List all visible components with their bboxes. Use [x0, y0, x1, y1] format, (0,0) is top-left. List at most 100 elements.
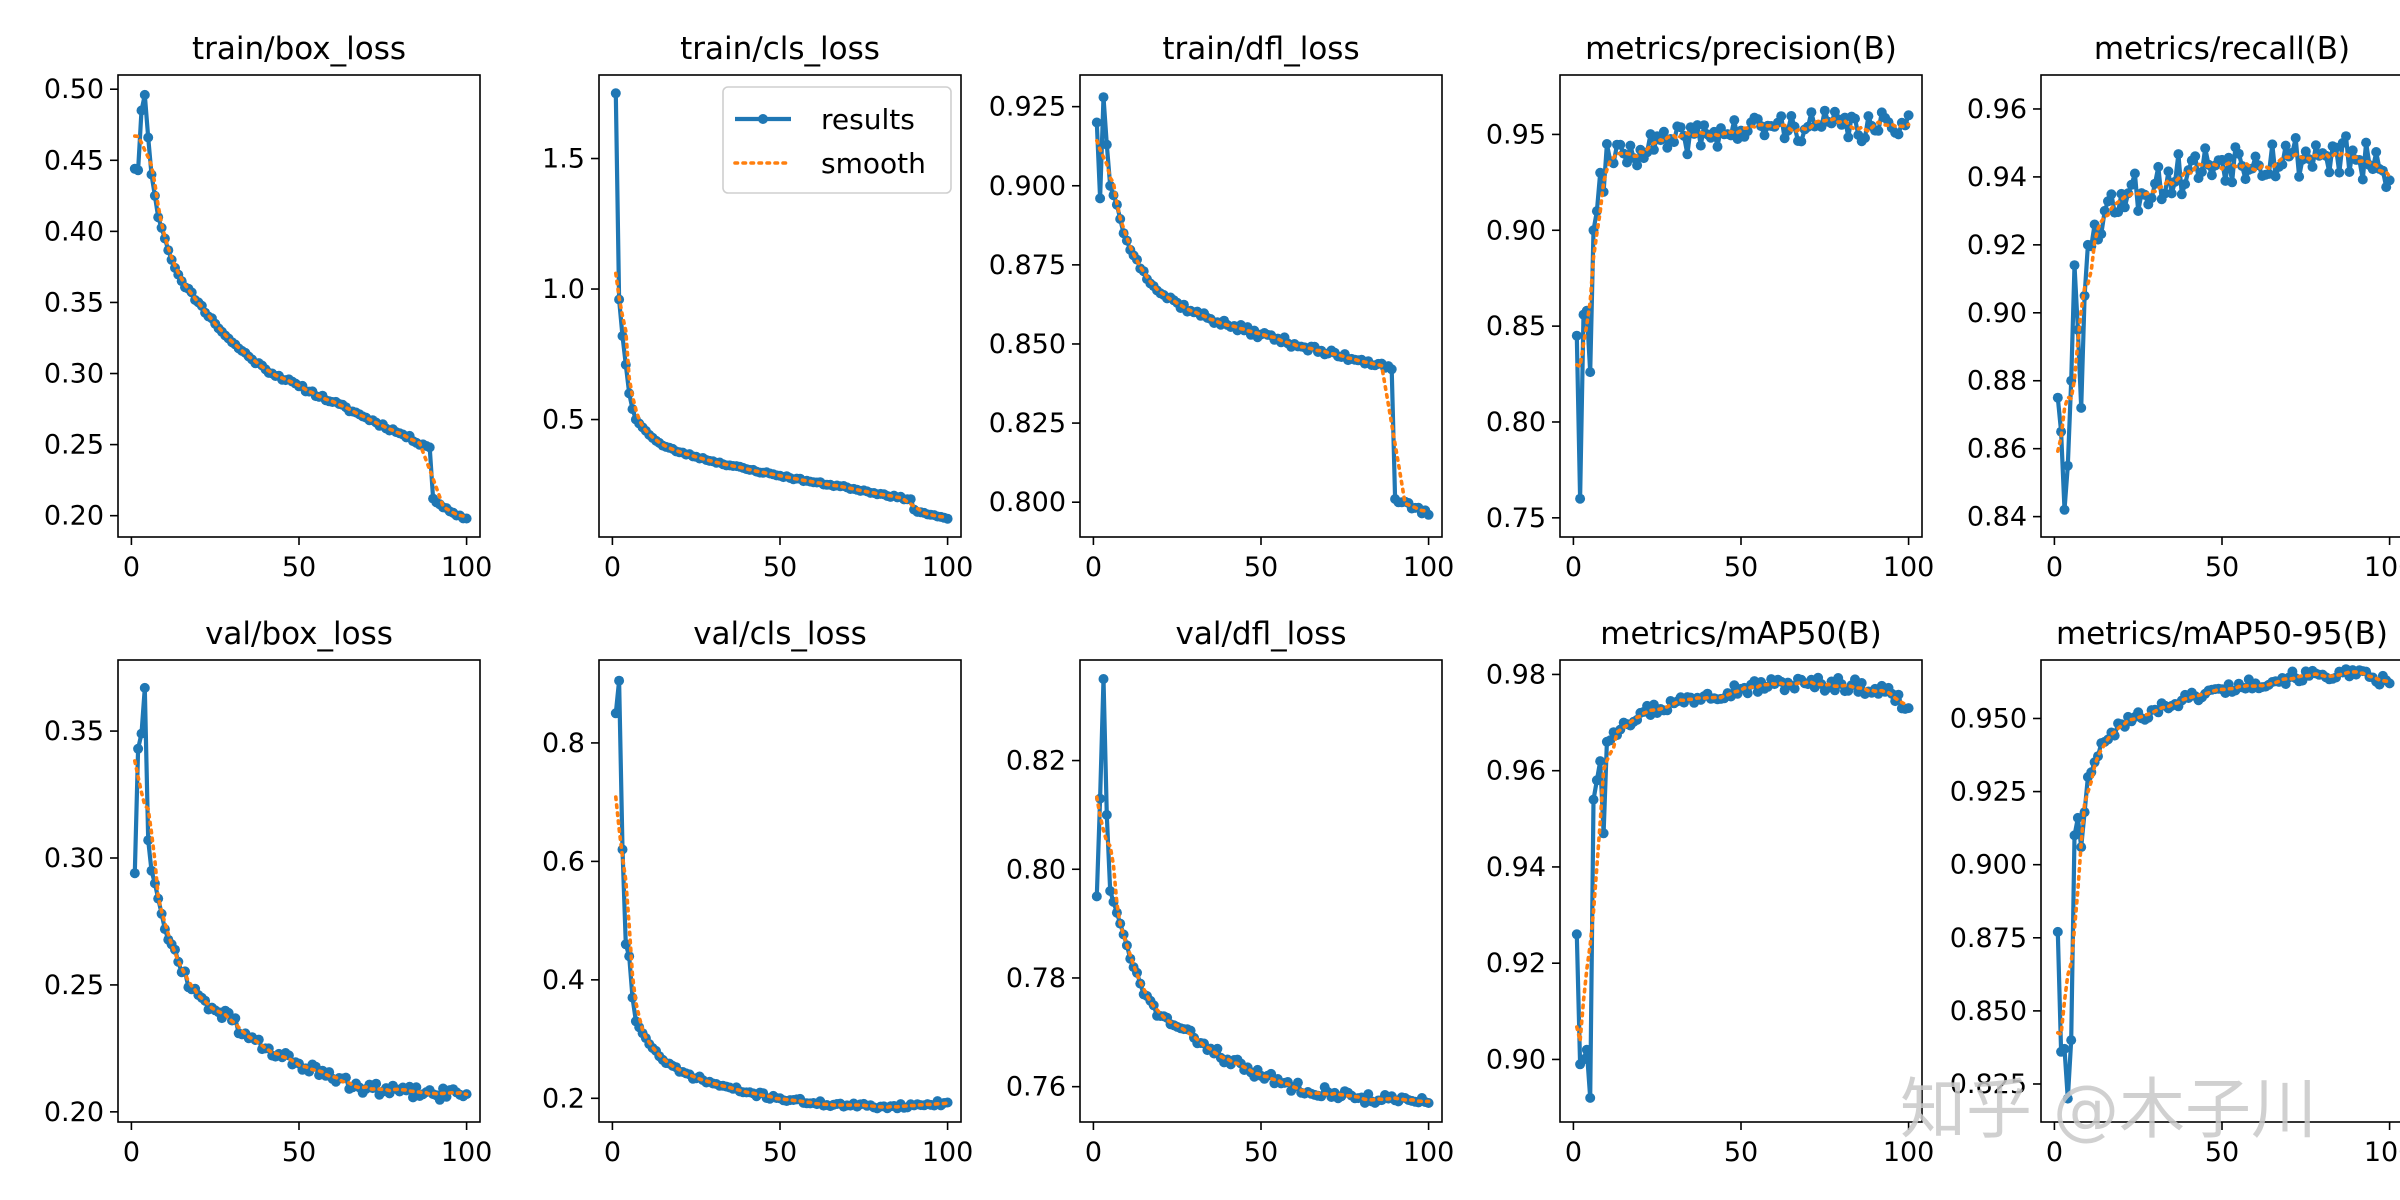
- subplot-1: train/box_loss 0 50 100 0.20 0.25 0.30 0.35 0.40…: [44, 31, 492, 583]
- results-point: [2119, 202, 2130, 213]
- subplot-4: metrics/precision(B) 0 50 100 0.75 0.80 0.85 0.…: [1486, 31, 1934, 583]
- results-point: [2062, 460, 2073, 471]
- x-tick-label: 0: [1085, 552, 1102, 583]
- results-point: [1105, 886, 1116, 896]
- x-tick-label: 50: [2205, 1137, 2239, 1168]
- x-tick-label: 50: [1724, 1137, 1758, 1168]
- plot-area: [1091, 674, 1434, 1108]
- plot-area: [610, 675, 953, 1114]
- axes-frame: [117, 659, 481, 1123]
- y-tick-label: 0.20: [44, 501, 104, 532]
- results-point: [2310, 140, 2321, 151]
- x-tick-label: 100: [1883, 552, 1935, 583]
- x-tick-label: 0: [123, 552, 140, 583]
- x-tick-label: 0: [604, 552, 621, 583]
- y-tick-label: 0.84: [1967, 502, 2027, 533]
- x-tick-label: 0: [1085, 1137, 1102, 1168]
- smooth-line: [1095, 795, 1431, 1104]
- y-tick-label: 0.35: [44, 716, 104, 747]
- results-point: [1776, 111, 1787, 122]
- results-point: [2334, 167, 2345, 178]
- results-point: [1595, 167, 1606, 178]
- legend-smooth-label: smooth: [821, 147, 926, 180]
- results-point: [2196, 167, 2207, 177]
- results-point: [1575, 493, 1586, 504]
- axes-frame: [598, 659, 962, 1123]
- x-tick-label: 0: [2046, 552, 2063, 583]
- results-point: [2059, 1043, 2070, 1054]
- y-tick-label: 0.96: [1967, 94, 2027, 125]
- watermark: 知乎 @木子川: [1900, 1071, 2317, 1148]
- y-tick-label: 0.925: [989, 92, 1066, 123]
- results-point: [905, 494, 916, 505]
- subplot-10: metrics/mAP50-95(B) 0 50 100 0.825 0.850 0.875…: [1950, 616, 2400, 1168]
- subplot-title: metrics/recall(B): [2094, 31, 2350, 67]
- results-point: [1608, 158, 1619, 169]
- x-tick-label: 50: [1724, 552, 1758, 583]
- results-point: [2176, 189, 2187, 200]
- axes-frame: [598, 74, 962, 538]
- results-point: [1615, 139, 1626, 150]
- results-point: [2290, 133, 2301, 143]
- y-tick-label: 1.0: [542, 274, 585, 305]
- results-point: [1618, 148, 1629, 159]
- results-point: [143, 132, 154, 143]
- results-point: [2173, 149, 2184, 160]
- results-point: [1101, 809, 1112, 820]
- results-point: [2324, 167, 2335, 178]
- results-point: [2341, 131, 2351, 142]
- y-tick-label: 0.95: [1486, 119, 1546, 150]
- x-tick-label: 100: [922, 552, 974, 583]
- results-point: [1578, 1054, 1589, 1065]
- subplot-8: val/dfl_loss 0 50 100 0.76 0.78 0.80 0.82: [1006, 616, 1454, 1168]
- smooth-line: [1095, 138, 1431, 514]
- results-point: [1591, 775, 1602, 786]
- results-point: [1581, 1044, 1592, 1055]
- results-point: [1601, 139, 1612, 149]
- y-tick-label: 0.80: [1006, 854, 1066, 885]
- axes-frame: [117, 74, 481, 538]
- results-point: [2126, 179, 2137, 190]
- x-tick-label: 0: [123, 1137, 140, 1168]
- x-tick-label: 0: [604, 1137, 621, 1168]
- x-tick-label: 100: [2364, 552, 2400, 583]
- results-point: [2357, 174, 2368, 185]
- results-point: [139, 682, 150, 693]
- results-point: [2190, 151, 2201, 162]
- results-point: [136, 728, 147, 739]
- results-point: [2163, 166, 2174, 177]
- y-tick-label: 0.5: [542, 405, 585, 436]
- smooth-line: [133, 134, 469, 519]
- x-tick-label: 0: [1565, 552, 1582, 583]
- x-tick-label: 100: [1403, 552, 1455, 583]
- results-point: [2062, 1093, 2073, 1104]
- y-tick-label: 0.900: [1950, 850, 2027, 881]
- results-point: [1662, 705, 1673, 716]
- subplot-title: val/dfl_loss: [1176, 616, 1347, 652]
- x-tick-label: 0: [1565, 1137, 1582, 1168]
- plot-area: [2052, 664, 2395, 1104]
- results-point: [1625, 140, 1636, 151]
- axes-frame: [2040, 74, 2400, 538]
- results-point: [1098, 92, 1109, 103]
- y-tick-label: 0.90: [1967, 298, 2027, 329]
- x-tick-label: 100: [922, 1137, 974, 1168]
- results-point: [610, 708, 621, 719]
- results-point: [1759, 130, 1770, 141]
- subplot-3: train/dfl_loss 0 50 100 0.800 0.825 0.850 0.875…: [989, 31, 1455, 583]
- legend-box: [722, 86, 952, 194]
- results-point: [1893, 129, 1904, 140]
- y-tick-label: 0.50: [44, 74, 104, 105]
- results-point: [1903, 703, 1914, 714]
- results-point: [133, 165, 144, 176]
- results-point: [1806, 107, 1817, 118]
- axes-frame: [1559, 659, 1923, 1123]
- results-point: [1712, 141, 1723, 152]
- results-point: [1101, 139, 1112, 150]
- results-point: [610, 88, 621, 99]
- results-point: [1588, 794, 1599, 805]
- results-point: [1098, 674, 1109, 684]
- results-point: [424, 442, 435, 453]
- results-point: [136, 105, 147, 116]
